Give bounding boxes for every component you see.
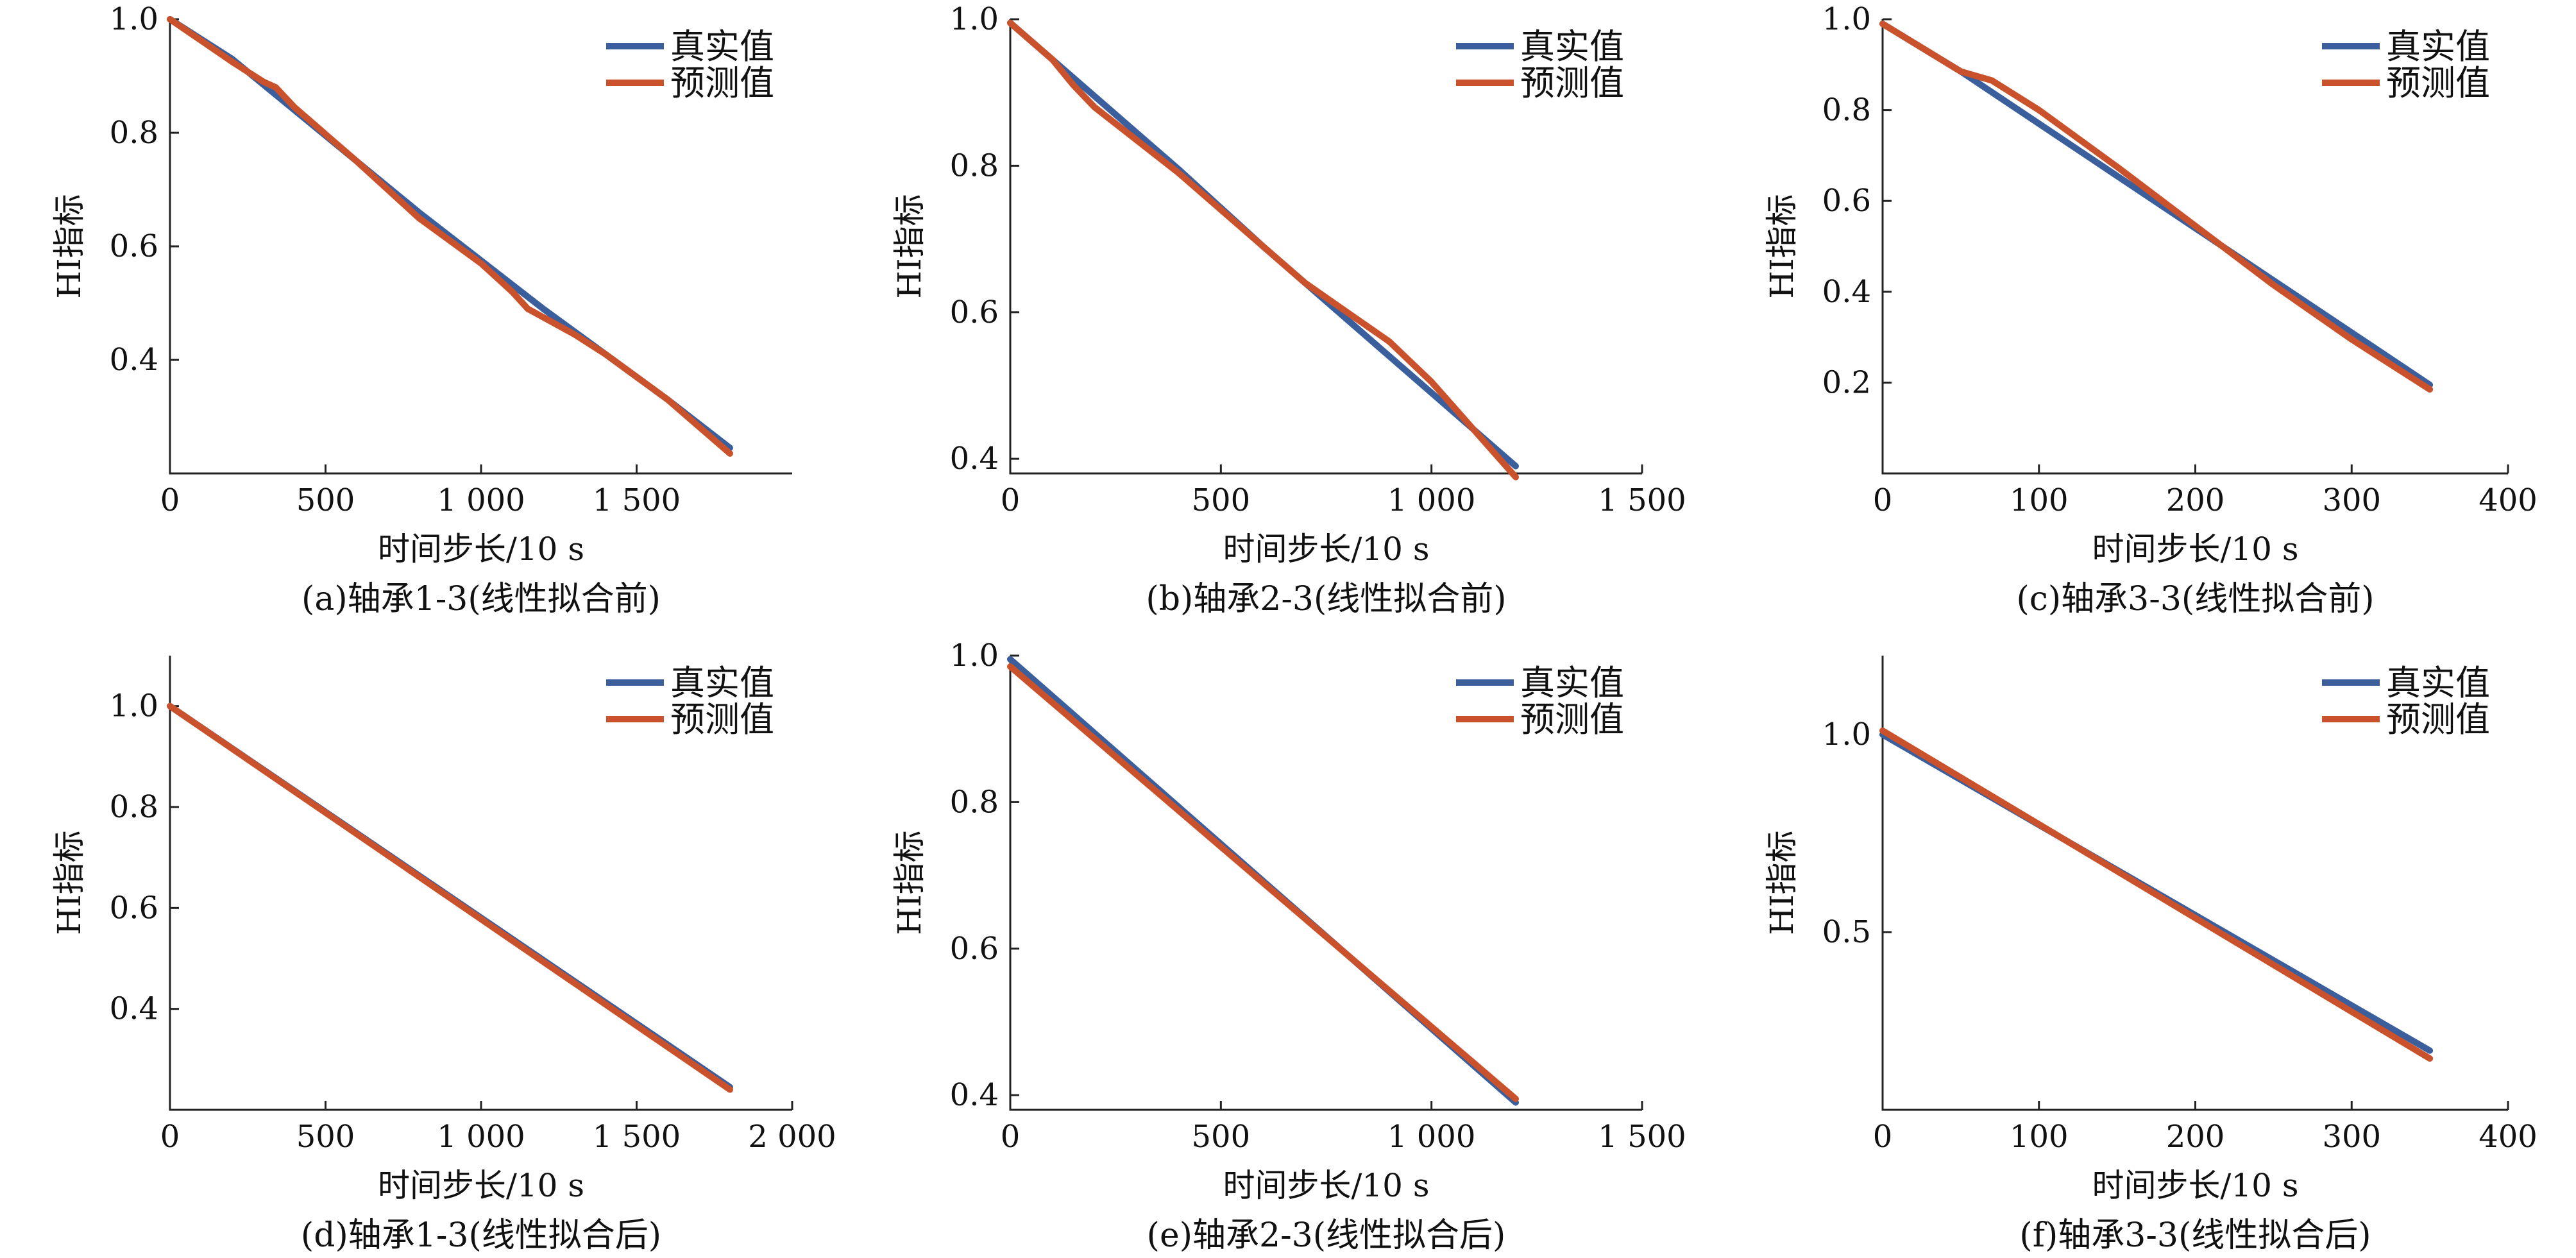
legend-entry: 预测值 — [2386, 699, 2490, 740]
x-axis-label: 时间步长/10 s — [2092, 531, 2298, 568]
legend-entry: 真实值 — [670, 663, 774, 703]
chart-caption: (c)轴承3-3(线性拟合前) — [2016, 580, 2374, 618]
x-axis-label: 时间步长/10 s — [1223, 1167, 1429, 1204]
x-tick-label: 1 500 — [593, 482, 681, 518]
chart-panel-3: 0 500 1 000 1 500 2 000 0.4 0.6 0.8 1.0 时间步长/10 s… — [51, 656, 836, 1255]
legend-entry: 真实值 — [1520, 663, 1624, 703]
x-tick-label: 500 — [1192, 1119, 1251, 1155]
legend-entry: 真实值 — [2386, 26, 2490, 67]
x-tick-label: 400 — [2479, 482, 2538, 518]
x-tick-label: 1 500 — [593, 1119, 681, 1155]
x-tick-label: 500 — [296, 1119, 355, 1155]
legend-entry: 真实值 — [670, 26, 774, 67]
series-line-predicted-value — [167, 702, 733, 1093]
y-tick-label: 1.0 — [950, 638, 999, 674]
x-tick-label: 400 — [2479, 1119, 2538, 1155]
chart-caption: (b)轴承2-3(线性拟合前) — [1146, 580, 1506, 618]
y-axis-label: HI指标 — [51, 194, 88, 298]
series-line-true-value — [1879, 21, 2434, 388]
y-axis-label: HI指标 — [1763, 194, 1801, 298]
series-line-predicted-value — [1879, 727, 2434, 1062]
y-axis-label: HI指标 — [891, 194, 928, 298]
x-tick-label: 1 000 — [1387, 482, 1475, 518]
y-axis-label: HI指标 — [51, 830, 88, 935]
x-tick-label: 0 — [1873, 1119, 1893, 1155]
y-tick-label: 1.0 — [110, 1, 158, 37]
y-tick-label: 0.8 — [1822, 92, 1871, 128]
x-tick-label: 300 — [2322, 1119, 2381, 1155]
x-tick-label: 100 — [2010, 482, 2069, 518]
chart-caption: (e)轴承2-3(线性拟合后) — [1147, 1216, 1506, 1255]
chart-panel-1: 0 500 1 000 1 500 0.4 0.6 0.8 1.0 时间步长/10 s HI指标 (… — [891, 1, 1686, 618]
y-tick-label: 0.6 — [110, 228, 158, 264]
legend-entry: 真实值 — [1520, 26, 1624, 67]
x-tick-label: 0 — [1001, 482, 1021, 518]
x-axis-label: 时间步长/10 s — [378, 1167, 584, 1204]
x-tick-label: 100 — [2010, 1119, 2069, 1155]
x-tick-label: 500 — [1192, 482, 1251, 518]
y-tick-label: 0.8 — [950, 148, 999, 183]
legend-entry: 预测值 — [670, 699, 774, 740]
x-tick-label: 1 000 — [437, 1119, 525, 1155]
chart-panel-2: 0 100 200 300 400 0.2 0.4 0.6 0.8 1.0 时间步长/10 s HI指… — [1763, 1, 2538, 618]
x-tick-label: 300 — [2322, 482, 2381, 518]
x-tick-label: 2 000 — [748, 1119, 836, 1155]
x-tick-label: 500 — [296, 482, 355, 518]
x-axis-label: 时间步长/10 s — [2092, 1167, 2298, 1204]
y-axis-label: HI指标 — [1763, 830, 1801, 935]
chart-panel-4: 0 500 1 000 1 500 0.4 0.6 0.8 1.0 时间步长/10 s HI指标 (… — [891, 638, 1686, 1255]
chart-panel-5: 0 100 200 300 400 0.5 1.0 时间步长/10 s HI指标 (f)轴承3-3… — [1763, 656, 2538, 1255]
x-tick-label: 1 000 — [1387, 1119, 1475, 1155]
x-tick-label: 200 — [2166, 1119, 2225, 1155]
y-tick-label: 0.4 — [950, 1077, 999, 1113]
y-tick-label: 0.4 — [950, 441, 999, 477]
y-tick-label: 0.2 — [1822, 364, 1871, 400]
y-tick-label: 0.4 — [110, 991, 158, 1027]
y-tick-label: 0.5 — [1822, 914, 1871, 950]
x-tick-label: 0 — [160, 482, 180, 518]
series-line-predicted-value — [1879, 21, 2434, 393]
series-line-predicted-value — [1007, 663, 1519, 1102]
x-tick-label: 0 — [160, 1119, 180, 1155]
y-tick-label: 0.8 — [950, 784, 999, 820]
x-tick-label: 1 500 — [1598, 1119, 1686, 1155]
chart-panel-0: 0 500 1 000 1 500 0.4 0.6 0.8 1.0 时间步长/10 s HI指标 (… — [51, 1, 792, 618]
y-tick-label: 0.6 — [110, 890, 158, 926]
chart-caption: (f)轴承3-3(线性拟合后) — [2019, 1216, 2371, 1255]
series-line-predicted-value — [167, 16, 733, 457]
y-tick-label: 0.8 — [110, 789, 158, 825]
y-tick-label: 0.6 — [950, 931, 999, 967]
legend-entry: 预测值 — [1520, 63, 1624, 103]
y-tick-label: 0.6 — [950, 294, 999, 330]
y-tick-label: 1.0 — [1822, 717, 1871, 752]
y-tick-label: 0.4 — [110, 342, 158, 378]
series-line-predicted-value — [1007, 19, 1519, 480]
x-axis-label: 时间步长/10 s — [1223, 531, 1429, 568]
chart-caption: (d)轴承1-3(线性拟合后) — [301, 1216, 661, 1255]
x-tick-label: 0 — [1873, 482, 1893, 518]
legend-entry: 预测值 — [2386, 63, 2490, 103]
y-tick-label: 1.0 — [110, 688, 158, 724]
chart-caption: (a)轴承1-3(线性拟合前) — [301, 580, 661, 618]
y-tick-label: 1.0 — [1822, 1, 1871, 37]
x-tick-label: 1 500 — [1598, 482, 1686, 518]
legend-entry: 预测值 — [670, 63, 774, 103]
x-tick-label: 1 000 — [437, 482, 525, 518]
x-axis-label: 时间步长/10 s — [378, 531, 584, 568]
x-tick-label: 200 — [2166, 482, 2225, 518]
y-tick-label: 0.8 — [110, 115, 158, 151]
y-tick-label: 1.0 — [950, 1, 999, 37]
legend-entry: 真实值 — [2386, 663, 2490, 703]
y-tick-label: 0.6 — [1822, 183, 1871, 219]
legend-entry: 预测值 — [1520, 699, 1624, 740]
x-tick-label: 0 — [1001, 1119, 1021, 1155]
y-axis-label: HI指标 — [891, 830, 928, 935]
y-tick-label: 0.4 — [1822, 274, 1871, 310]
